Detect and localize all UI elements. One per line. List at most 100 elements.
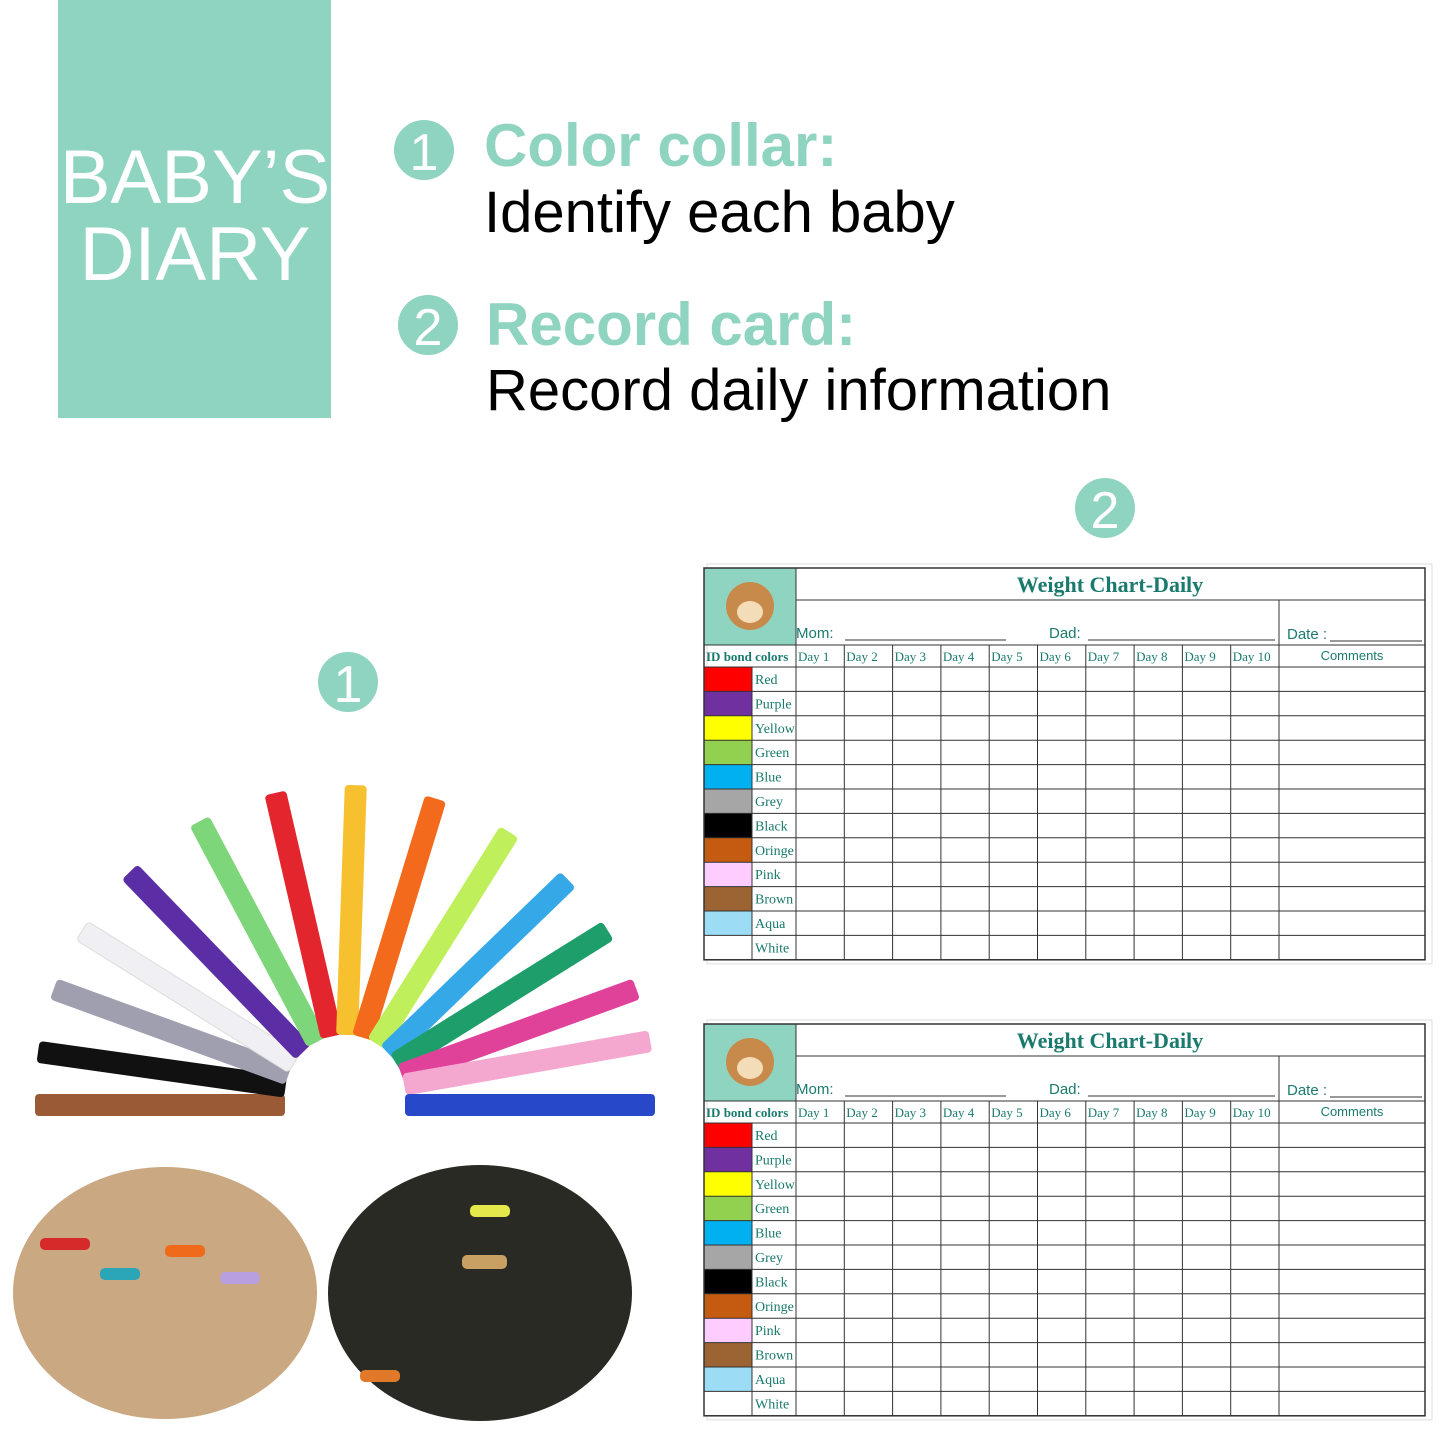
color-name: Oringe bbox=[755, 1300, 794, 1315]
color-name: Yellow bbox=[755, 722, 796, 737]
feature-text: Record daily information bbox=[486, 358, 1111, 423]
collar bbox=[398, 979, 639, 1084]
color-name: Green bbox=[755, 746, 789, 761]
color-swatch bbox=[704, 715, 752, 741]
dad-label: Dad: bbox=[1049, 1081, 1081, 1098]
banner bbox=[58, 0, 331, 418]
logo-dog-face bbox=[737, 1057, 763, 1079]
number-badge bbox=[394, 120, 454, 180]
day-header: Day 10 bbox=[1233, 649, 1271, 664]
day-header: Day 4 bbox=[943, 649, 975, 664]
number-badge bbox=[318, 652, 378, 712]
color-swatch bbox=[704, 837, 752, 863]
dad-label: Dad: bbox=[1049, 625, 1081, 642]
comments-header: Comments bbox=[1321, 648, 1384, 663]
collar bbox=[51, 979, 292, 1084]
collar bbox=[336, 784, 367, 1036]
color-name: Red bbox=[755, 673, 778, 688]
card-shadow bbox=[706, 1019, 1433, 1421]
color-name: Black bbox=[755, 819, 788, 834]
color-swatch bbox=[704, 935, 752, 960]
color-swatch bbox=[704, 1147, 752, 1172]
collar bbox=[265, 791, 342, 1039]
feature-text: Identify each baby bbox=[484, 180, 955, 245]
color-name: Grey bbox=[755, 1251, 783, 1266]
photo-puppies bbox=[328, 1165, 632, 1421]
color-swatch bbox=[704, 764, 752, 789]
collar bbox=[77, 922, 299, 1072]
day-header: Day 10 bbox=[1233, 1105, 1271, 1120]
number: 1 bbox=[334, 656, 363, 714]
color-swatch bbox=[704, 1245, 752, 1270]
color-name: Brown bbox=[755, 1349, 793, 1364]
day-header: Day 9 bbox=[1184, 1105, 1215, 1120]
banner-line: DIARY bbox=[80, 212, 311, 297]
day-header: Day 3 bbox=[895, 1105, 926, 1120]
color-swatch bbox=[704, 1342, 752, 1367]
mom-label: Mom: bbox=[796, 1081, 834, 1098]
date-label: Date : bbox=[1287, 1082, 1327, 1099]
color-name: White bbox=[755, 1397, 789, 1412]
color-name: Yellow bbox=[755, 1178, 796, 1193]
color-swatch bbox=[704, 667, 752, 692]
color-swatch bbox=[704, 1293, 752, 1319]
number-badge bbox=[1075, 478, 1135, 538]
date-label: Date : bbox=[1287, 626, 1327, 643]
day-header: Day 2 bbox=[846, 649, 877, 664]
day-header: Day 8 bbox=[1136, 1105, 1167, 1120]
day-header: Day 1 bbox=[798, 649, 829, 664]
day-header: Day 5 bbox=[991, 1105, 1022, 1120]
color-name: Purple bbox=[755, 697, 792, 712]
collar bbox=[382, 873, 574, 1060]
day-header: Day 5 bbox=[991, 649, 1022, 664]
color-swatch bbox=[704, 1391, 752, 1416]
photo-detail bbox=[165, 1245, 205, 1257]
collar bbox=[405, 1094, 655, 1116]
collar bbox=[123, 866, 310, 1058]
photo-detail bbox=[470, 1205, 510, 1217]
photo-detail bbox=[462, 1255, 507, 1269]
number: 2 bbox=[1091, 482, 1120, 540]
collar bbox=[191, 817, 326, 1046]
color-name: Black bbox=[755, 1275, 788, 1290]
collar bbox=[391, 922, 613, 1072]
color-name: Grey bbox=[755, 795, 783, 810]
day-header: Day 3 bbox=[895, 649, 926, 664]
photo-puppies bbox=[13, 1167, 317, 1419]
day-header: Day 7 bbox=[1088, 649, 1120, 664]
id-header: ID bond colors bbox=[706, 649, 788, 664]
day-header: Day 1 bbox=[798, 1105, 829, 1120]
color-swatch bbox=[704, 789, 752, 814]
card-title: Weight Chart-Daily bbox=[1017, 572, 1203, 597]
number: 2 bbox=[414, 299, 443, 357]
color-swatch bbox=[704, 911, 752, 936]
photo-detail bbox=[40, 1238, 90, 1250]
card-shadow bbox=[706, 563, 1433, 965]
card-title: Weight Chart-Daily bbox=[1017, 1028, 1203, 1053]
id-header: ID bond colors bbox=[706, 1105, 788, 1120]
color-name: Pink bbox=[755, 868, 781, 883]
collar bbox=[368, 827, 518, 1049]
color-swatch bbox=[704, 1171, 752, 1197]
color-name: Brown bbox=[755, 893, 793, 908]
color-swatch bbox=[704, 1123, 752, 1148]
color-swatch bbox=[704, 1318, 752, 1343]
logo-dog-face bbox=[737, 601, 763, 623]
collar-fan bbox=[35, 784, 655, 1116]
color-name: Purple bbox=[755, 1153, 792, 1168]
day-header: Day 2 bbox=[846, 1105, 877, 1120]
color-name: Aqua bbox=[755, 917, 786, 932]
day-header: Day 9 bbox=[1184, 649, 1215, 664]
color-name: White bbox=[755, 941, 789, 956]
color-name: Aqua bbox=[755, 1373, 786, 1388]
banner-line: BABY’S bbox=[60, 135, 330, 220]
number-badge bbox=[398, 295, 458, 355]
comments-header: Comments bbox=[1321, 1104, 1384, 1119]
color-swatch bbox=[704, 1220, 752, 1245]
photo-detail bbox=[100, 1268, 140, 1280]
color-swatch bbox=[704, 740, 752, 765]
color-name: Blue bbox=[755, 771, 781, 786]
photo-detail bbox=[360, 1370, 400, 1382]
record-cards: Weight Chart-Daily Mom: Dad: Date : ID bond … bbox=[703, 563, 1433, 1421]
